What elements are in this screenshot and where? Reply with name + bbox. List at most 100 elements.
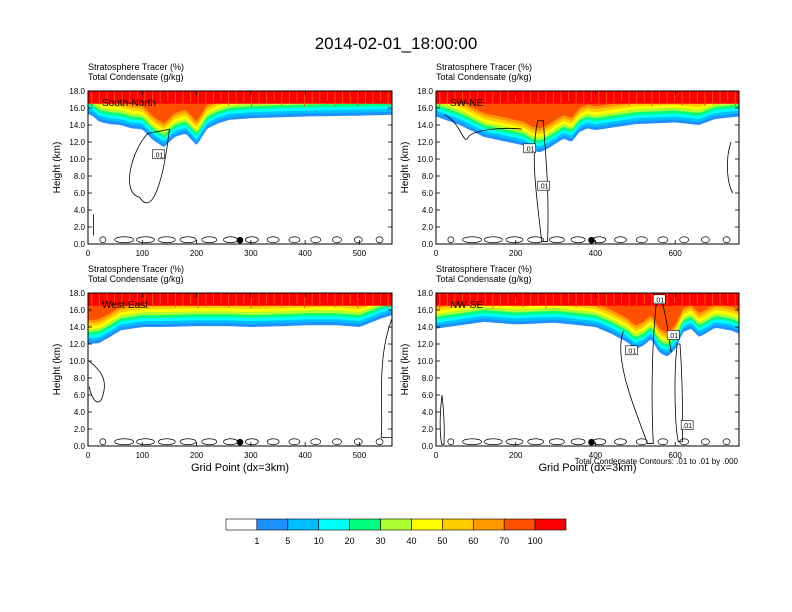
plot-frame <box>87 90 393 245</box>
x-tick-label: 0 <box>86 451 91 460</box>
y-tick-label: 6.0 <box>422 189 434 198</box>
y-tick-label: 18.0 <box>417 289 433 298</box>
plot-frame <box>435 292 740 447</box>
tracer-top-layer <box>88 293 392 306</box>
contour-loop <box>179 236 197 244</box>
contour-loop <box>570 438 586 446</box>
y-tick-label: 6.0 <box>74 391 86 400</box>
panel-title-line: Total Condensate (g/kg) <box>436 72 532 82</box>
location-marker <box>588 438 595 446</box>
contour-loop <box>727 141 734 194</box>
colorbar-label: 100 <box>528 536 543 546</box>
x-tick-label: 200 <box>509 451 523 460</box>
panel-title-line: Stratosphere Tracer (%) <box>436 264 532 274</box>
x-tick-label: 600 <box>669 249 683 258</box>
contour-loop <box>527 236 545 244</box>
y-tick-label: 0.0 <box>74 442 86 451</box>
contour-loop <box>483 236 503 244</box>
colorbar-segment <box>256 518 289 531</box>
contour-loop <box>266 236 280 244</box>
contour-label-box <box>652 294 666 305</box>
panel-title-line: Stratosphere Tracer (%) <box>436 62 532 72</box>
y-tick-label: 4.0 <box>74 206 86 215</box>
contour-loop <box>439 394 445 445</box>
y-tick-label: 14.0 <box>69 121 85 130</box>
colorbar-segment <box>472 518 505 531</box>
colorbar-label: 20 <box>345 536 355 546</box>
contour-loop <box>380 318 392 438</box>
x-tick-label: 400 <box>589 451 603 460</box>
x-tick-label: 500 <box>353 249 367 258</box>
contour-loop <box>483 438 503 446</box>
y-tick-label: 16.0 <box>417 104 433 113</box>
contour-loop <box>375 236 384 244</box>
contour-loop <box>635 438 648 446</box>
x-tick-label: 600 <box>669 451 683 460</box>
colorbar-segment <box>318 518 350 531</box>
contour-loop <box>99 438 107 446</box>
contour-loop <box>88 360 105 403</box>
y-axis-title: Height (km) <box>400 344 411 396</box>
panel-title-line: Total Condensate (g/kg) <box>436 274 532 284</box>
y-tick-label: 4.0 <box>422 408 434 417</box>
x-tick-label: 100 <box>136 249 150 258</box>
contour-loop <box>114 236 135 244</box>
y-tick-label: 10.0 <box>417 357 433 366</box>
y-tick-label: 8.0 <box>74 172 86 181</box>
plot-frame <box>87 292 393 447</box>
location-marker <box>236 438 244 446</box>
x-axis-title: Grid Point (dx=3km) <box>538 462 636 474</box>
x-tick-label: 500 <box>353 451 367 460</box>
contour-loop <box>614 236 627 244</box>
x-tick-label: 200 <box>190 249 204 258</box>
contour-loop <box>505 236 524 244</box>
colorbar-segment <box>349 518 381 531</box>
contour-loop <box>679 236 690 244</box>
contour-label: .01 <box>626 348 636 355</box>
y-tick-label: 12.0 <box>69 138 85 147</box>
colorbar-label: 60 <box>468 536 478 546</box>
y-tick-label: 6.0 <box>74 189 86 198</box>
x-tick-label: 300 <box>244 249 258 258</box>
panel-label: South-North <box>102 98 156 109</box>
y-axis-title: Height (km) <box>52 142 63 194</box>
y-tick-label: 10.0 <box>417 155 433 164</box>
contour-loop <box>722 236 731 244</box>
contour-loop <box>674 343 683 443</box>
y-axis-title: Height (km) <box>52 344 63 396</box>
y-tick-label: 12.0 <box>69 340 85 349</box>
contour-loop <box>266 438 280 446</box>
condensate-contours <box>88 318 392 446</box>
contour-loop <box>310 438 322 446</box>
contour-loop <box>99 236 107 244</box>
contour-loop <box>657 438 669 446</box>
contour-loop <box>375 438 384 446</box>
contour-loop <box>353 438 363 446</box>
contour-loop <box>310 236 322 244</box>
y-tick-label: 16.0 <box>69 104 85 113</box>
condensate-contours <box>443 114 734 244</box>
contour-loop <box>129 128 170 204</box>
y-tick-label: 2.0 <box>422 425 434 434</box>
contour-label-box <box>625 345 638 356</box>
y-tick-label: 16.0 <box>69 306 85 315</box>
colorbar-segment <box>287 518 320 531</box>
colorbar-segment <box>442 518 474 531</box>
x-tick-label: 200 <box>509 249 523 258</box>
contour-loop <box>527 438 545 446</box>
contour-loop <box>179 438 197 446</box>
y-tick-label: 0.0 <box>74 240 86 249</box>
contour-loop <box>635 236 648 244</box>
contour-loop <box>549 438 565 446</box>
y-tick-label: 12.0 <box>417 340 433 349</box>
contour-loop <box>722 438 731 446</box>
colorbar-label: 30 <box>376 536 386 546</box>
x-tick-label: 400 <box>298 451 312 460</box>
contour-loop <box>549 236 565 244</box>
colorbar-segment <box>411 518 443 531</box>
contour-loop <box>447 438 455 446</box>
colorbar-segment <box>503 518 536 531</box>
y-tick-label: 16.0 <box>417 306 433 315</box>
contour-loop <box>114 438 135 446</box>
